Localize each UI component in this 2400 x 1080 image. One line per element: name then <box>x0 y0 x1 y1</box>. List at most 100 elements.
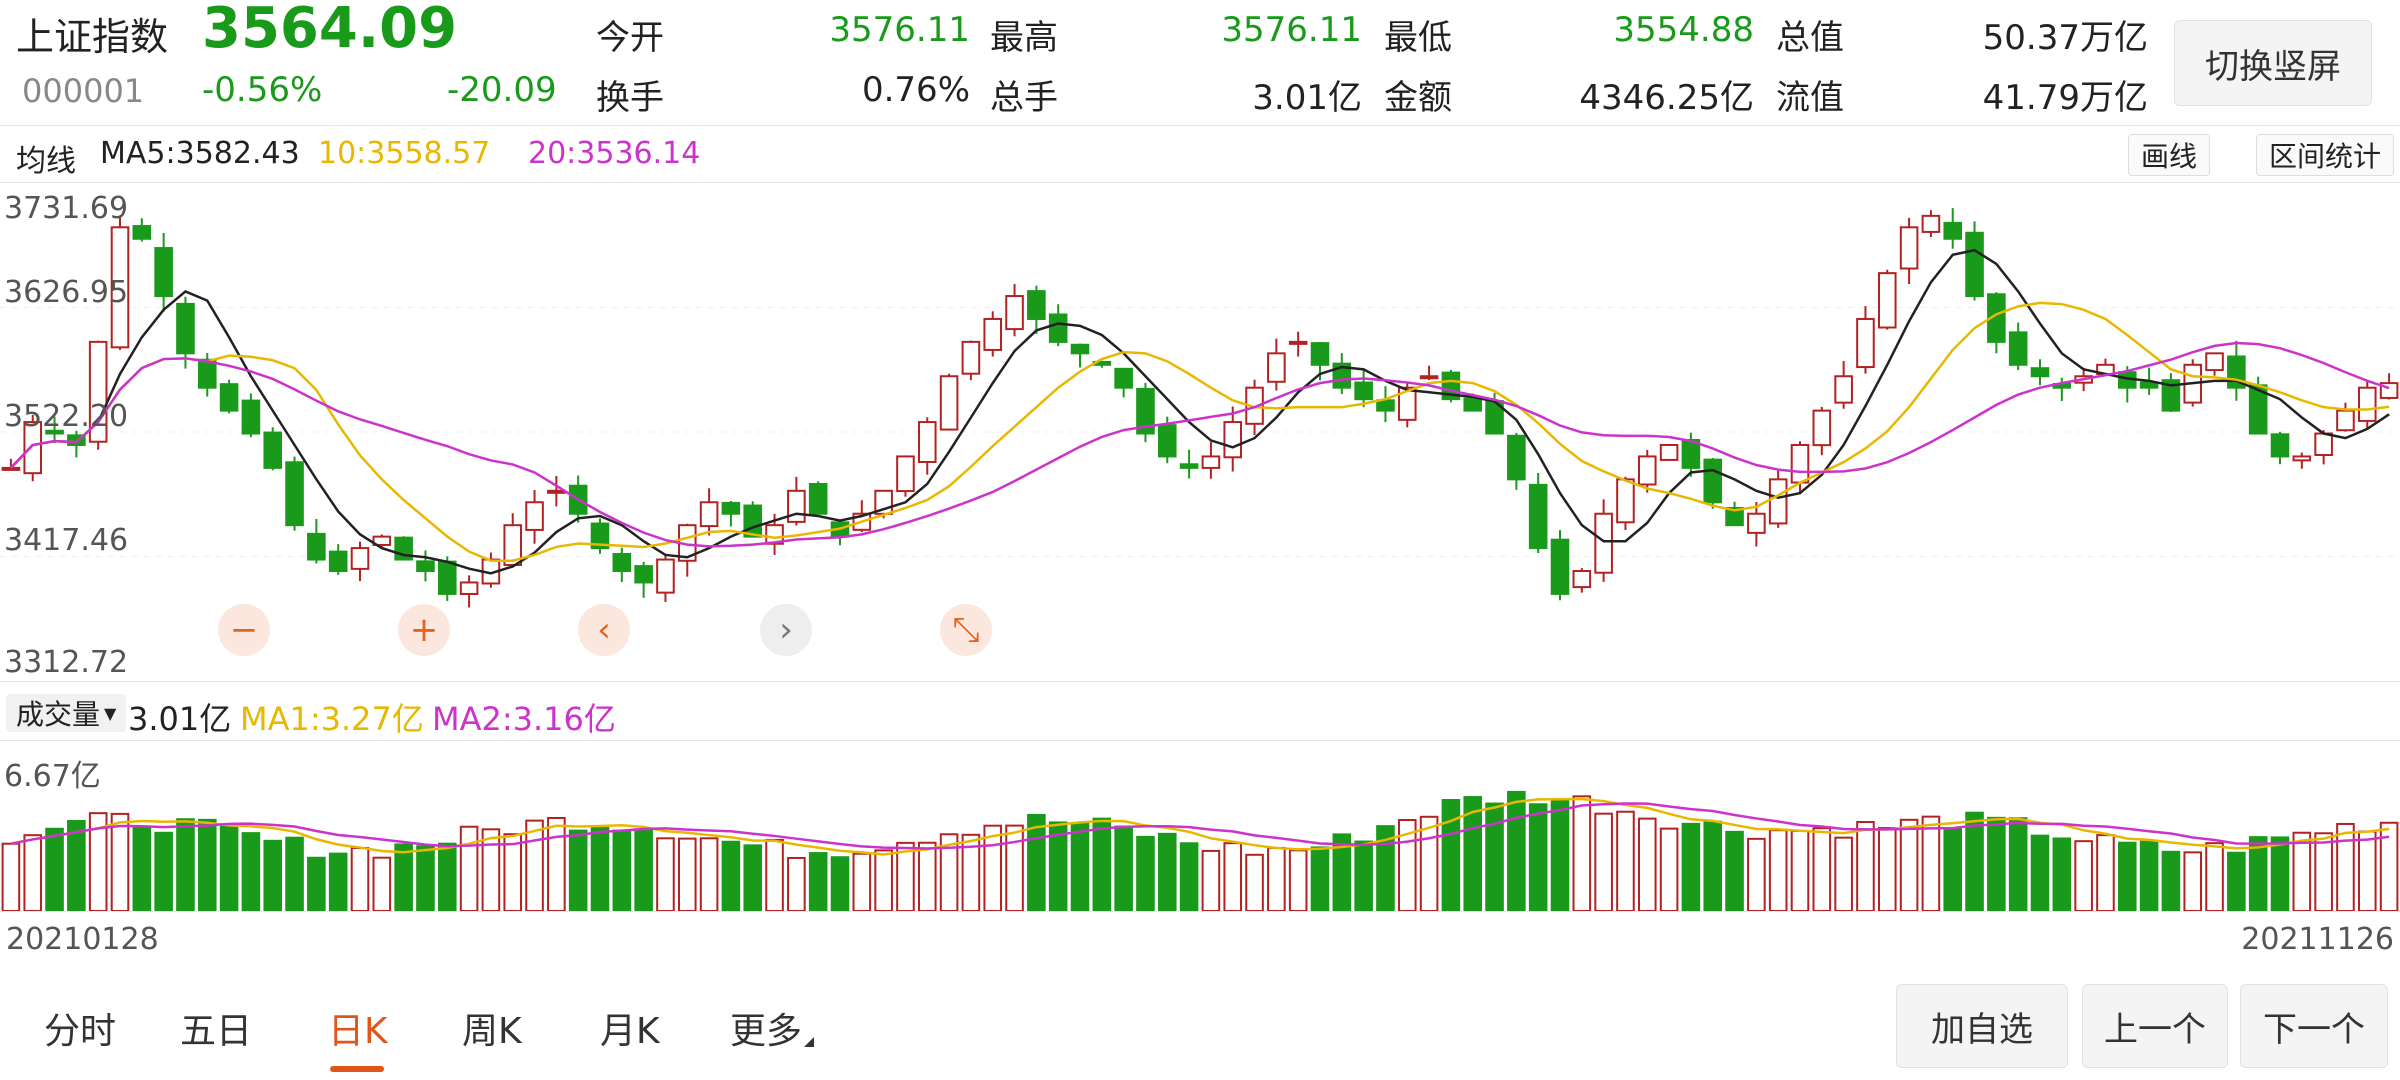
volume-bar <box>787 856 806 912</box>
date-end: 20211126 <box>2241 922 2394 957</box>
candle <box>525 489 544 544</box>
volume-bar <box>874 849 893 912</box>
volume-bar <box>2205 842 2224 912</box>
candle <box>110 216 130 350</box>
volume-bar <box>1703 820 1723 912</box>
tab-five-day[interactable]: 五日 <box>180 1011 253 1052</box>
candle-body <box>2161 379 2181 412</box>
candle-body <box>1550 538 1570 595</box>
chevron-right-icon[interactable]: › <box>760 604 812 656</box>
stat-label-turnover: 换手 <box>596 78 664 118</box>
ma10-value: 10:3558.57 <box>318 136 491 171</box>
volume-bar <box>2096 834 2115 912</box>
candle-body <box>1267 352 1286 383</box>
volume-bar <box>372 856 392 913</box>
candle-body <box>983 317 1003 351</box>
stat-label-total-value: 总值 <box>1776 18 1844 58</box>
plus-icon[interactable]: + <box>398 604 450 656</box>
stat-label-open: 今开 <box>596 18 664 58</box>
candle <box>350 541 370 582</box>
minus-icon[interactable]: − <box>218 604 270 656</box>
candle-body <box>896 455 915 493</box>
volume-bar <box>394 843 413 912</box>
candle-body <box>1223 421 1243 459</box>
candle <box>2205 352 2224 376</box>
shrink-icon[interactable]: ⤡ <box>940 604 992 656</box>
volume-bar <box>743 844 763 912</box>
candle-body <box>437 560 457 595</box>
index-code: 000001 <box>22 72 145 110</box>
volume-bar <box>176 818 195 912</box>
candle <box>1921 210 1941 238</box>
volume-bar <box>2336 822 2355 912</box>
chevron-left-icon[interactable]: ‹ <box>578 604 630 656</box>
candle-body <box>132 225 152 240</box>
candle <box>2314 430 2333 465</box>
ma5-value: MA5:3582.43 <box>100 136 300 171</box>
candle-body <box>743 504 763 538</box>
kline-chart[interactable]: 3731.69 3626.95 3522.20 3417.46 3312.72 <box>0 182 2400 682</box>
candle-body <box>1572 570 1592 589</box>
candle <box>677 523 697 577</box>
volume-bar <box>590 825 610 912</box>
volume-bar <box>416 845 435 912</box>
candle-body <box>2139 381 2159 389</box>
candle <box>45 416 64 443</box>
candle <box>1310 341 1330 381</box>
candle <box>612 547 632 583</box>
candle <box>285 456 304 531</box>
candle-body <box>1616 478 1635 524</box>
volume-bar <box>2379 821 2399 912</box>
candle <box>1267 338 1286 391</box>
volume-bar <box>2292 831 2312 912</box>
candle <box>1856 306 1875 374</box>
volume-selector[interactable]: 成交量 ▼ <box>6 694 127 732</box>
candle-body <box>1594 512 1613 574</box>
volume-bar <box>1288 849 1308 912</box>
volume-bar <box>1485 802 1504 912</box>
quote-header: 上证指数 3564.09 000001 -0.56% -20.09 今开 357… <box>0 0 2400 126</box>
tab-daily-k[interactable]: 日K <box>328 1011 388 1052</box>
candle <box>263 427 283 471</box>
candle-body <box>1965 231 1984 298</box>
candle-body <box>1201 455 1221 469</box>
candle <box>2030 359 2050 386</box>
stat-label-high: 最高 <box>990 18 1058 58</box>
candle <box>1747 502 1766 547</box>
volume-bar <box>350 846 370 912</box>
volume-bar <box>1223 842 1243 912</box>
previous-button[interactable]: 上一个 <box>2082 984 2228 1068</box>
volume-bar <box>481 828 501 912</box>
tab-more[interactable]: 更多 <box>730 1002 815 1054</box>
ma-legend: 均线 MA5:3582.43 10:3558.57 20:3536.14 画线 … <box>0 130 2400 180</box>
index-name: 上证指数 <box>16 15 169 59</box>
change-value: -20.09 <box>447 70 557 110</box>
stat-value-high: 3576.11 <box>1221 10 1362 50</box>
candle-body <box>1747 512 1766 534</box>
draw-line-button[interactable]: 画线 <box>2128 134 2211 176</box>
tab-intraday[interactable]: 分时 <box>44 1011 117 1052</box>
candle <box>1550 530 1570 601</box>
stat-value-open: 3576.11 <box>829 10 970 50</box>
range-stats-button[interactable]: 区间统计 <box>2256 134 2395 176</box>
candle <box>2336 402 2355 432</box>
next-button[interactable]: 下一个 <box>2240 984 2388 1068</box>
candle <box>1070 343 1090 368</box>
add-watchlist-button[interactable]: 加自选 <box>1896 984 2068 1068</box>
candle-body <box>1354 381 1373 401</box>
stat-label-float-value: 流值 <box>1776 78 1844 118</box>
volume-bar <box>1201 849 1221 912</box>
volume-bar <box>1070 822 1090 912</box>
candle <box>1637 449 1657 493</box>
tab-weekly-k[interactable]: 周K <box>462 1011 522 1052</box>
switch-portrait-button[interactable]: 切换竖屏 <box>2174 20 2372 106</box>
volume-chart[interactable]: 6.67亿 <box>0 740 2400 913</box>
candle-body <box>961 340 981 375</box>
volume-bar <box>154 831 173 912</box>
ma10-line <box>10 301 2390 562</box>
candle-body <box>110 226 130 349</box>
candle-body <box>45 429 64 435</box>
volume-bar <box>1441 799 1461 912</box>
candle <box>1834 361 1853 409</box>
tab-monthly-k[interactable]: 月K <box>600 1011 660 1052</box>
